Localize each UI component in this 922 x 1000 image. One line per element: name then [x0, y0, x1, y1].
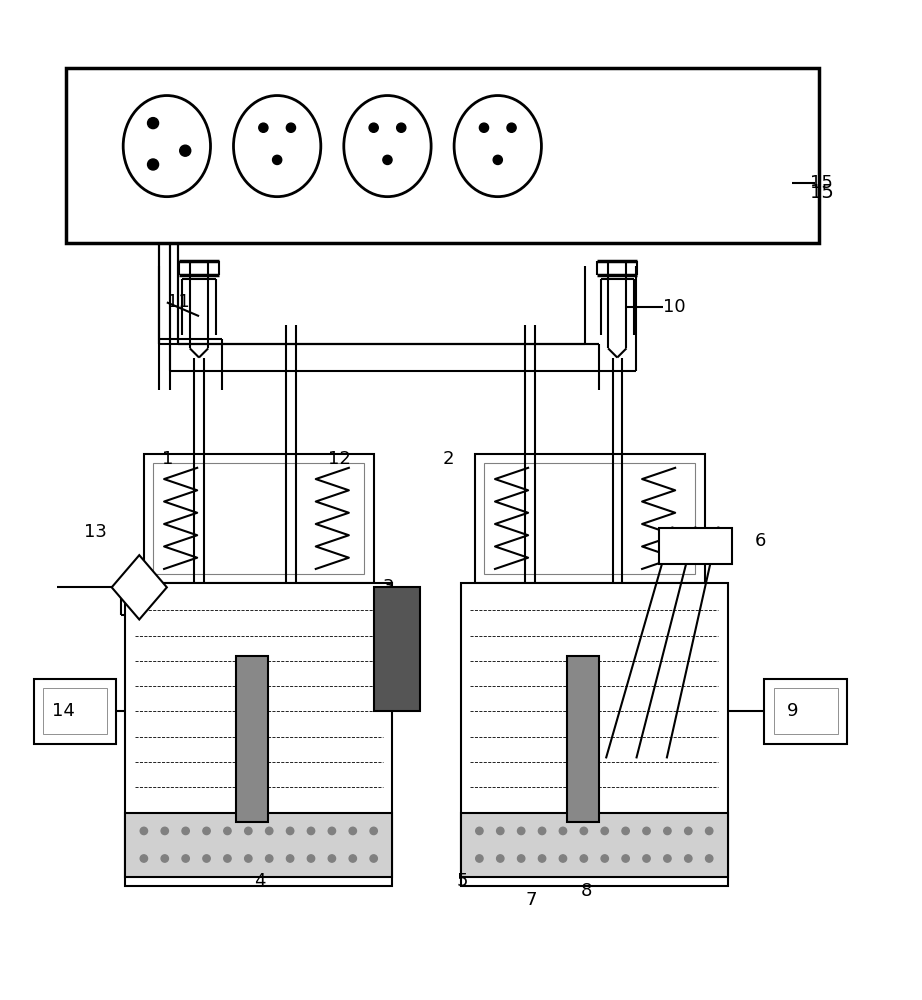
Ellipse shape — [124, 96, 210, 197]
Circle shape — [705, 855, 713, 862]
Circle shape — [643, 855, 650, 862]
Bar — [144, 454, 373, 583]
Bar — [42, 688, 107, 734]
Circle shape — [182, 855, 189, 862]
Circle shape — [396, 123, 406, 132]
Circle shape — [273, 155, 282, 164]
Circle shape — [560, 827, 567, 835]
Text: 13: 13 — [84, 523, 107, 541]
Text: 14: 14 — [52, 702, 75, 720]
Circle shape — [479, 123, 489, 132]
Bar — [484, 463, 695, 574]
Circle shape — [203, 827, 210, 835]
Circle shape — [685, 827, 692, 835]
Circle shape — [259, 123, 268, 132]
Circle shape — [287, 827, 294, 835]
Circle shape — [383, 155, 392, 164]
Circle shape — [580, 827, 587, 835]
Circle shape — [538, 827, 546, 835]
Bar — [125, 583, 392, 886]
Circle shape — [244, 855, 252, 862]
Circle shape — [287, 123, 296, 132]
Text: 9: 9 — [787, 702, 798, 720]
Circle shape — [685, 855, 692, 862]
Text: 2: 2 — [443, 450, 455, 468]
Ellipse shape — [233, 96, 321, 197]
Text: 5: 5 — [456, 872, 467, 890]
Text: 8: 8 — [581, 882, 592, 900]
Bar — [65, 68, 820, 243]
Text: 12: 12 — [327, 450, 350, 468]
Circle shape — [601, 827, 609, 835]
Circle shape — [497, 827, 504, 835]
Circle shape — [507, 123, 516, 132]
Bar — [567, 656, 599, 822]
Polygon shape — [112, 555, 167, 619]
Circle shape — [560, 855, 567, 862]
Circle shape — [328, 855, 336, 862]
Circle shape — [580, 855, 587, 862]
Text: 7: 7 — [526, 891, 537, 909]
Circle shape — [476, 855, 483, 862]
Text: 11: 11 — [167, 293, 190, 311]
Circle shape — [266, 827, 273, 835]
Bar — [764, 679, 847, 744]
Circle shape — [148, 159, 159, 170]
Circle shape — [601, 855, 609, 862]
Bar — [236, 656, 268, 822]
Circle shape — [370, 827, 377, 835]
Circle shape — [622, 827, 630, 835]
Bar — [461, 583, 727, 886]
Circle shape — [705, 827, 713, 835]
Circle shape — [161, 827, 169, 835]
Bar — [125, 813, 392, 877]
Text: 15: 15 — [810, 174, 833, 192]
Circle shape — [538, 855, 546, 862]
Text: 3: 3 — [383, 578, 395, 596]
Text: 4: 4 — [254, 872, 266, 890]
Bar — [153, 463, 364, 574]
Bar — [373, 587, 420, 711]
Circle shape — [493, 155, 502, 164]
Circle shape — [244, 827, 252, 835]
Circle shape — [148, 118, 159, 129]
Circle shape — [307, 827, 314, 835]
Circle shape — [266, 855, 273, 862]
Circle shape — [643, 827, 650, 835]
Circle shape — [224, 827, 231, 835]
Circle shape — [203, 855, 210, 862]
Bar — [658, 528, 732, 564]
Circle shape — [517, 827, 525, 835]
Bar — [475, 454, 704, 583]
Text: 15: 15 — [810, 183, 835, 202]
Circle shape — [140, 827, 148, 835]
Circle shape — [370, 855, 377, 862]
Bar — [774, 688, 838, 734]
Circle shape — [307, 855, 314, 862]
Text: 6: 6 — [755, 532, 766, 550]
Circle shape — [517, 855, 525, 862]
Circle shape — [224, 855, 231, 862]
Bar — [461, 813, 727, 877]
Ellipse shape — [344, 96, 431, 197]
Circle shape — [664, 827, 671, 835]
Circle shape — [349, 855, 357, 862]
Circle shape — [622, 855, 630, 862]
Circle shape — [182, 827, 189, 835]
Circle shape — [664, 855, 671, 862]
Circle shape — [476, 827, 483, 835]
Bar — [33, 679, 116, 744]
Circle shape — [349, 827, 357, 835]
Circle shape — [328, 827, 336, 835]
Text: 1: 1 — [162, 450, 173, 468]
Circle shape — [369, 123, 378, 132]
Text: 10: 10 — [663, 298, 686, 316]
Circle shape — [161, 855, 169, 862]
Ellipse shape — [455, 96, 541, 197]
Circle shape — [140, 855, 148, 862]
Circle shape — [497, 855, 504, 862]
Circle shape — [180, 145, 191, 156]
Circle shape — [287, 855, 294, 862]
